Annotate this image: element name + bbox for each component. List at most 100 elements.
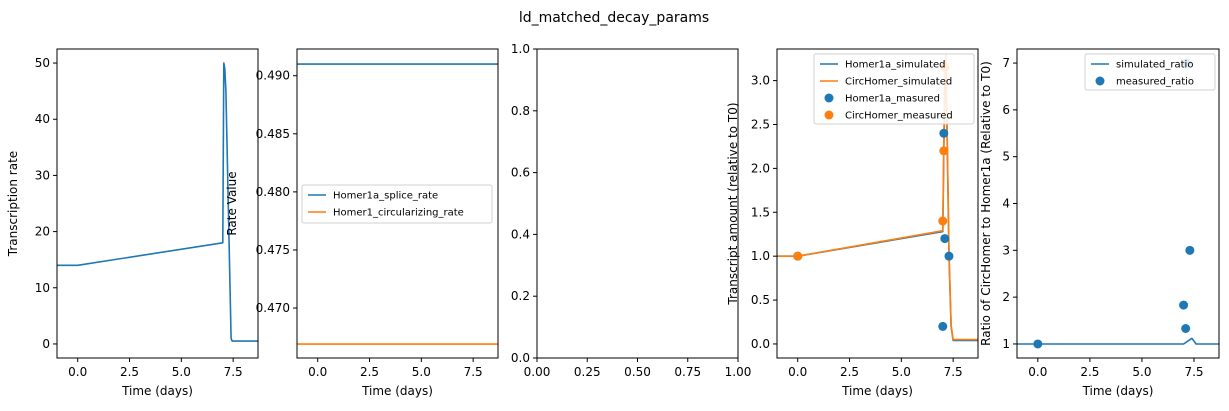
y-tick-label: 1.0 [511,42,530,56]
y-axis-label: Ratio of CircHomer to Homer1a (Relative … [979,61,993,346]
y-tick-label: 7 [1002,56,1010,70]
x-tick-label: 5.0 [172,365,191,379]
data-point [1185,245,1195,255]
legend: Homer1a_simulated CircHomer_simulated Home… [813,53,975,125]
plot-area [1017,58,1219,349]
series-line-1 [57,62,258,342]
chart-panel-3: 0.00 0.25 0.50 0.75 1.00 0.0 0.2 0.4 0.6 0.8 1.0 [511,42,751,379]
y-tick-label: 0.480 [256,185,290,199]
x-tick-label: 7.5 [224,365,243,379]
x-tick-label: 0.0 [788,365,807,379]
x-tick-label: 2.5 [840,365,859,379]
y-tick-label: 0.6 [511,166,530,180]
x-tick-label: 2.5 [1080,365,1099,379]
data-point [793,251,803,261]
legend-label: CircHomer_simulated [845,77,952,88]
y-tick-label: 3 [1002,243,1010,257]
axes-frame [776,48,979,359]
x-tick-label: 5.0 [892,365,911,379]
legend-marker [1095,76,1105,86]
y-tick-label: 0.490 [256,69,290,83]
x-tick-label: 5.0 [412,365,431,379]
y-tick-label: 0.485 [256,127,290,141]
figure-title: ld_matched_decay_params [519,10,709,26]
x-tick-label: 7.5 [464,365,483,379]
y-tick-label: 3.0 [751,74,770,88]
y-axis-label: Transcription rate [6,151,20,257]
data-point [1181,324,1191,334]
y-axis-label: Rate Value [225,171,239,235]
y-tick-label: 0.8 [511,104,530,118]
chart-panel-1: 0.0 2.5 5.0 7.5 0 10 20 30 40 50 Time (days) Transc… [6,48,259,398]
y-tick-label: 2 [1002,290,1010,304]
x-tick-label: 0.0 [68,365,87,379]
y-tick-label: 0.4 [511,227,530,241]
data-point [1033,339,1043,349]
chart-panel-5: 0.0 2.5 5.0 7.5 1 2 3 4 5 6 7 Time (days) Ratio of C… [979,48,1220,398]
x-tick-label: 7.5 [944,365,963,379]
x-tick-label: 0.75 [674,365,701,379]
legend-label: Homer1_circularizing_rate [333,208,464,219]
x-tick-label: 0.0 [308,365,327,379]
axes-frame [1016,48,1220,359]
y-tick-label: 10 [35,281,50,295]
y-tick-label: 1 [1002,337,1010,351]
chart-panel-4: 0.0 2.5 5.0 7.5 0.0 0.5 1.0 1.5 2.0 2.5 3.0 Time (d… [726,48,979,398]
x-tick-label: 0.25 [574,365,601,379]
chart-panel-2: 0.0 2.5 5.0 7.5 0.470 0.475 0.480 0.485 0.490 Tim… [225,48,499,398]
data-point [1179,300,1189,310]
legend-label: Homer1a_simulated [845,60,946,71]
y-tick-label: 0 [42,337,50,351]
data-point [938,321,948,331]
legend-label: Homer1a_splice_rate [333,191,438,202]
x-tick-label: 0.0 [1028,365,1047,379]
x-tick-label: 2.5 [360,365,379,379]
legend-label: CircHomer_measured [845,111,953,122]
plot-area [297,63,498,345]
legend-box [813,53,975,125]
y-tick-label: 0.0 [511,351,530,365]
legend: Homer1a_splice_rate Homer1_circularizing_… [301,184,493,224]
legend-marker [824,93,834,103]
data-point [940,234,950,244]
y-tick-label: 0.470 [256,301,290,315]
y-tick-label: 0.475 [256,243,290,257]
x-tick-label: 7.5 [1184,365,1203,379]
y-tick-label: 1.0 [751,249,770,263]
x-tick-label: 5.0 [1132,365,1151,379]
x-axis-label: Time (days) [121,384,193,398]
y-tick-label: 0.5 [751,293,770,307]
y-tick-label: 5 [1002,150,1010,164]
legend-label: measured_ratio [1116,77,1194,88]
legend-label: simulated_ratio [1116,60,1193,71]
y-tick-label: 2.0 [751,161,770,175]
data-point [938,216,948,226]
legend-box [1084,53,1216,91]
y-tick-label: 0.2 [511,289,530,303]
axes-frame [56,48,259,359]
x-axis-label: Time (days) [361,384,433,398]
x-axis-label: Time (days) [1082,384,1154,398]
y-tick-label: 30 [35,168,50,182]
y-tick-label: 20 [35,225,50,239]
y-tick-label: 6 [1002,103,1010,117]
legend-marker [824,110,834,120]
y-tick-label: 2.5 [751,117,770,131]
legend-box [301,184,493,224]
data-point [944,251,954,261]
legend: simulated_ratio measured_ratio [1084,53,1216,91]
y-tick-label: 4 [1002,197,1010,211]
y-tick-label: 40 [35,112,50,126]
y-axis-label: Transcript amount (relative to T0) [726,102,740,305]
axes-frame [296,48,499,359]
x-axis-label: Time (days) [841,384,913,398]
y-tick-label: 50 [35,56,50,70]
y-tick-label: 1.5 [751,205,770,219]
x-tick-label: 0.00 [524,365,551,379]
axes-frame [536,48,739,359]
series-line-1 [1017,337,1219,345]
plot-area [57,62,258,342]
y-tick-label: 0.0 [751,337,770,351]
x-tick-label: 0.50 [624,365,651,379]
